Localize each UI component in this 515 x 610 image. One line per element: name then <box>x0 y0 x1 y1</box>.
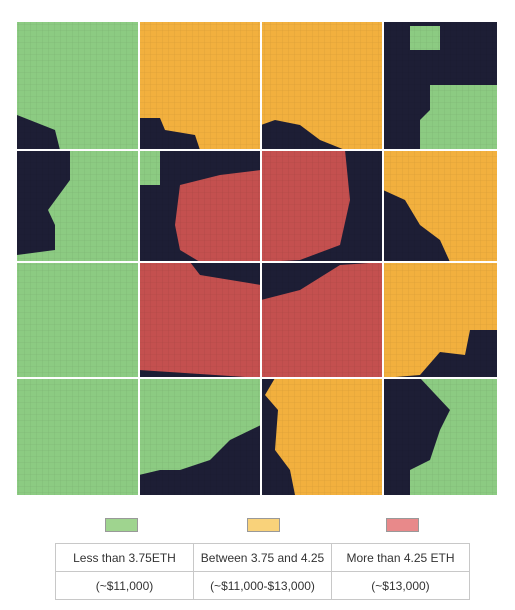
legend-label: Between 3.75 and 4.25 <box>193 543 332 572</box>
legend-price: (~$11,000) <box>55 571 194 600</box>
legend-row: (~$11,000) (~$11,000-$13,000) (~$13,000) <box>55 571 470 600</box>
legend-row: Less than 3.75ETH Between 3.75 and 4.25 … <box>55 543 470 572</box>
legend-swatch <box>105 518 138 532</box>
legend-price: (~$11,000-$13,000) <box>193 571 332 600</box>
tile-dividers <box>17 22 497 495</box>
legend-label: More than 4.25 ETH <box>331 543 470 572</box>
legend-swatch <box>247 518 280 532</box>
parcel-grid <box>17 22 497 495</box>
legend-label: Less than 3.75ETH <box>55 543 194 572</box>
legend-price: (~$13,000) <box>331 571 470 600</box>
legend-swatch <box>386 518 419 532</box>
legend-table: Less than 3.75ETH Between 3.75 and 4.25 … <box>55 543 470 600</box>
